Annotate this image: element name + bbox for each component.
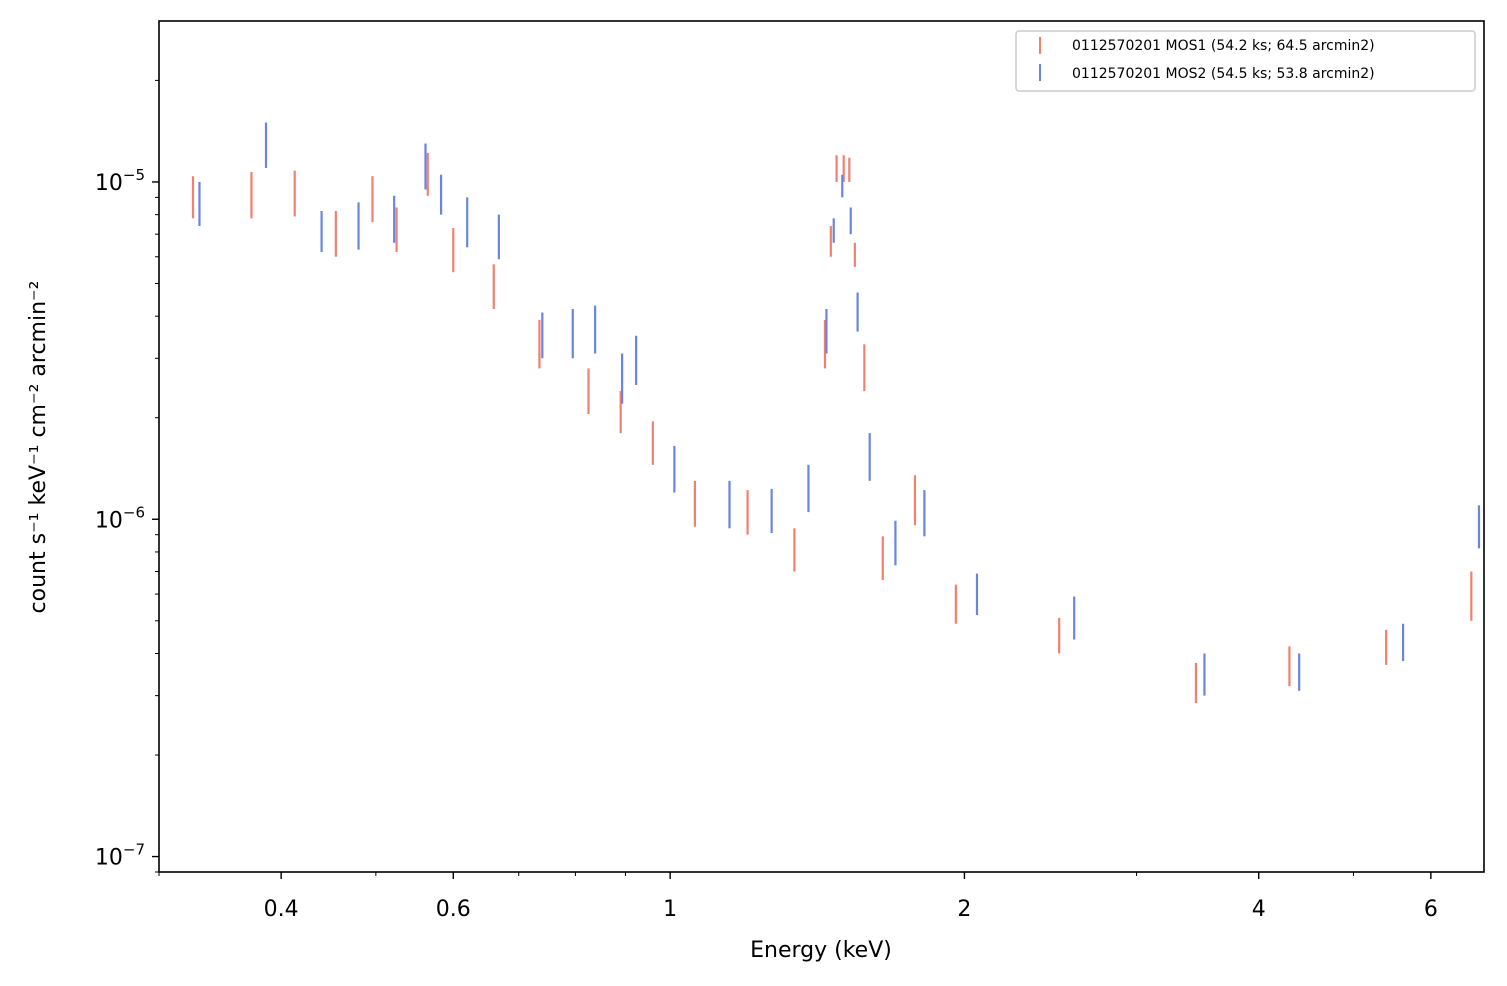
legend-box — [1015, 30, 1476, 92]
y-tick-label: 10−5 — [95, 166, 145, 196]
legend-label-mos1: 0112570201 MOS1 (54.2 ks; 64.5 arcmin2) — [1072, 38, 1375, 54]
x-tick-label: 0.6 — [436, 897, 471, 922]
x-tick-label: 4 — [1252, 897, 1266, 922]
y-axis-label: count s⁻¹ keV⁻¹ cm⁻² arcmin⁻² — [26, 281, 51, 614]
plot-frame — [158, 20, 1485, 873]
legend-label-mos2: 0112570201 MOS2 (54.5 ks; 53.8 arcmin2) — [1072, 66, 1375, 82]
x-tick-label: 2 — [957, 897, 971, 922]
x-tick-label: 1 — [663, 897, 677, 922]
minor-ticks — [155, 79, 1354, 876]
y-axis: 10−7 10−6 10−5 — [95, 166, 159, 871]
x-axis: 0.4 0.6 1 2 4 6 — [264, 872, 1438, 922]
series-2 — [198, 122, 1481, 696]
y-tick-label: 10−7 — [95, 841, 145, 871]
x-axis-label: Energy (keV) — [750, 938, 892, 963]
x-tick-label: 6 — [1424, 897, 1438, 922]
x-tick-label: 0.4 — [264, 897, 299, 922]
y-tick-label: 10−6 — [95, 503, 145, 533]
legend: 0112570201 MOS1 (54.2 ks; 64.5 arcmin2) … — [1015, 30, 1476, 92]
series-layer — [191, 122, 1481, 704]
series-1 — [191, 152, 1473, 704]
